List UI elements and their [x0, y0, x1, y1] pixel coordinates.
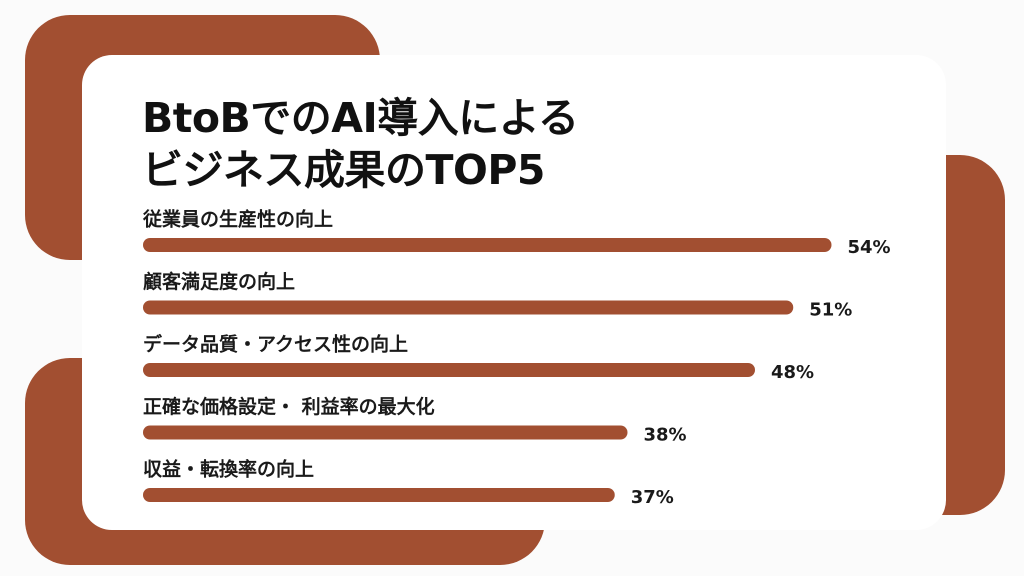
- chart-title: BtoBでのAI導入による ビジネス成果のTOP5: [142, 94, 579, 194]
- category-label: 顧客満足度の向上: [143, 270, 295, 293]
- value-label: 38%: [644, 425, 687, 446]
- category-label: 収益・転換率の向上: [143, 458, 314, 481]
- bar: [143, 363, 755, 377]
- bar: [143, 238, 832, 252]
- bar: [143, 488, 615, 502]
- card: [82, 55, 946, 530]
- category-label: データ品質・アクセス性の向上: [143, 333, 408, 356]
- value-label: 54%: [848, 237, 891, 258]
- value-label: 48%: [771, 362, 814, 383]
- category-label: 従業員の生産性の向上: [142, 208, 333, 231]
- category-label: 正確な価格設定・ 利益率の最大化: [143, 395, 435, 418]
- value-label: 37%: [631, 487, 674, 508]
- bar: [143, 425, 628, 440]
- bar: [143, 300, 794, 315]
- value-label: 51%: [809, 300, 852, 321]
